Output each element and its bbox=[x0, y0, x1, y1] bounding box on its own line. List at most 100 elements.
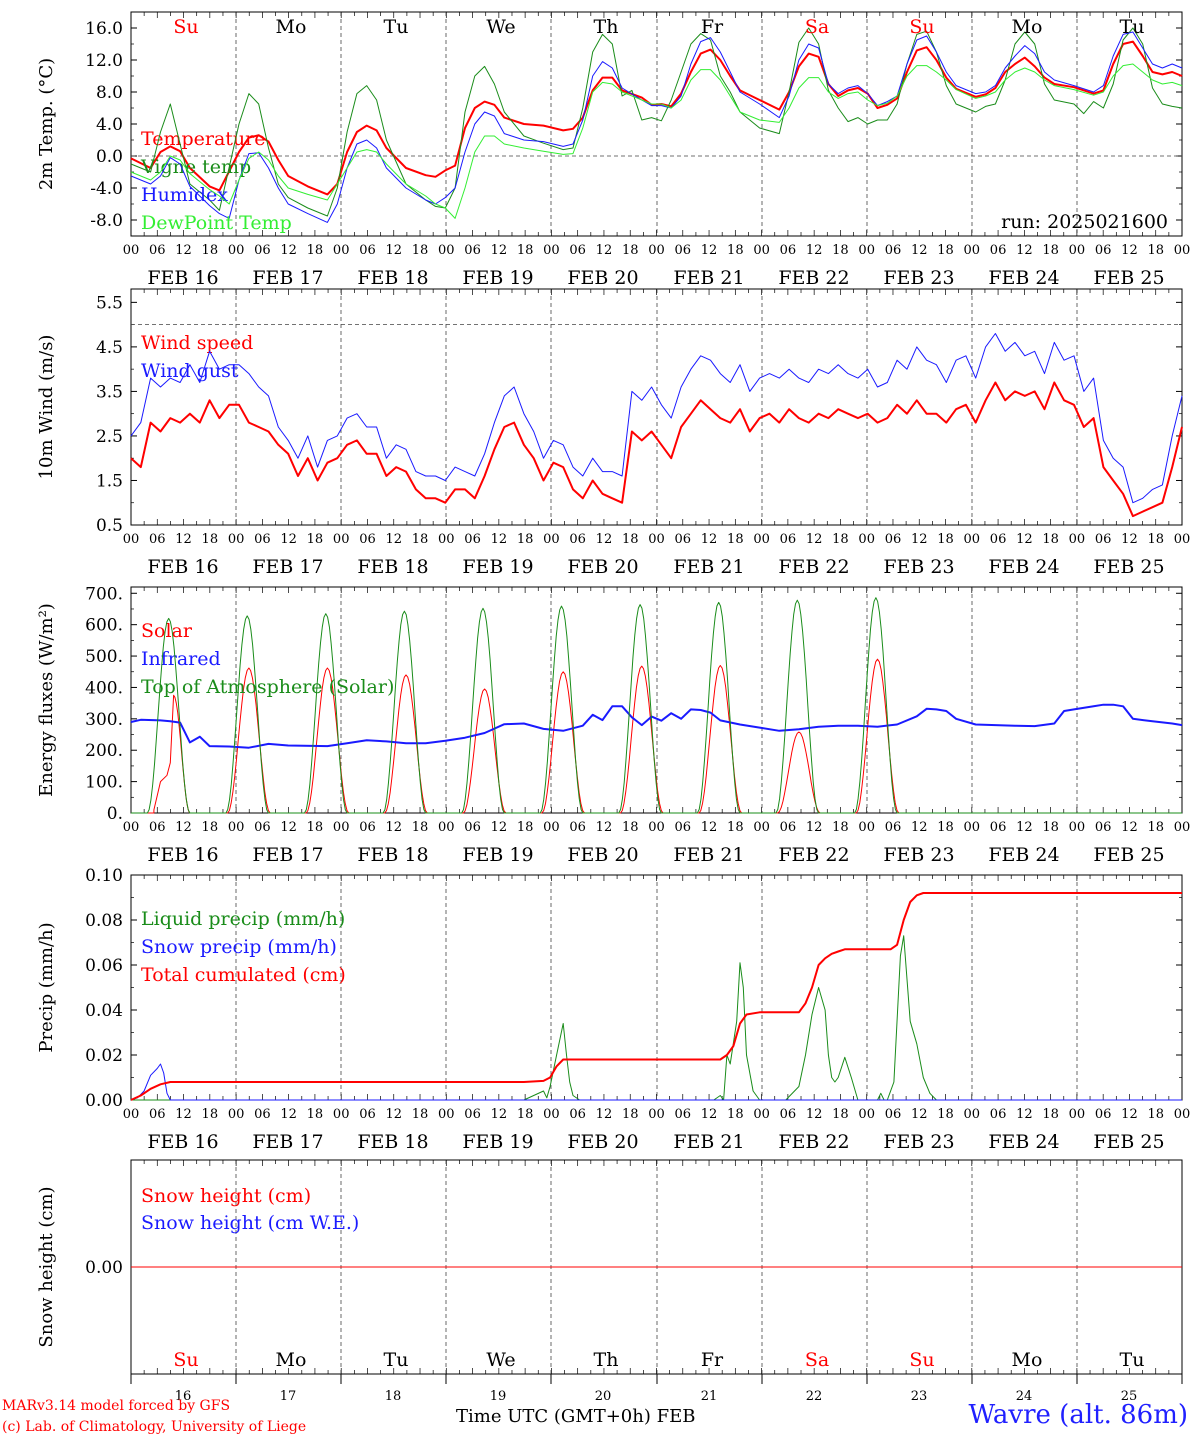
hour-tick-label: 18 bbox=[1042, 532, 1059, 547]
hour-tick-label: 12 bbox=[701, 820, 718, 835]
legend-entry: Wind speed bbox=[141, 332, 253, 354]
date-label: FEB 21 bbox=[673, 556, 744, 578]
hour-tick-label: 06 bbox=[464, 1107, 481, 1122]
hour-tick-label: 12 bbox=[596, 1107, 613, 1122]
y-tick-label: 16.0 bbox=[85, 19, 123, 39]
date-label: FEB 16 bbox=[147, 1131, 218, 1153]
series-line-liquid-precip-mm-h- bbox=[131, 935, 1182, 1101]
hour-tick-label: 12 bbox=[596, 532, 613, 547]
hour-tick-label: 00 bbox=[753, 820, 770, 835]
series-line-total-cumulated-cm- bbox=[130, 892, 1182, 1101]
hour-tick-label: 18 bbox=[1042, 243, 1059, 258]
y-tick-label: 2.5 bbox=[96, 427, 123, 447]
hour-tick-label: 06 bbox=[1095, 1107, 1112, 1122]
series-line-vigne-temp bbox=[130, 27, 1183, 217]
hour-tick-label: 06 bbox=[464, 243, 481, 258]
hour-tick-label: 12 bbox=[806, 820, 823, 835]
hour-tick-label: 18 bbox=[832, 532, 849, 547]
weekday-label: Sa bbox=[805, 16, 829, 38]
date-label: FEB 18 bbox=[357, 1131, 428, 1153]
y-tick-label: 4.5 bbox=[96, 338, 123, 358]
hour-tick-label: 12 bbox=[175, 820, 192, 835]
weekday-label: We bbox=[486, 16, 515, 38]
hour-tick-label: 18 bbox=[937, 820, 954, 835]
day-number-label: 23 bbox=[911, 1389, 928, 1404]
hour-tick-label: 00 bbox=[438, 532, 455, 547]
date-label: FEB 16 bbox=[147, 267, 218, 289]
hour-tick-label: 00 bbox=[543, 820, 560, 835]
hour-tick-label: 12 bbox=[280, 243, 297, 258]
hour-tick-label: 06 bbox=[464, 532, 481, 547]
x-axis-month: FEB bbox=[656, 1406, 696, 1427]
date-label: FEB 19 bbox=[462, 844, 533, 866]
date-label: FEB 24 bbox=[988, 1131, 1059, 1153]
hour-tick-label: 18 bbox=[1147, 1107, 1164, 1122]
date-label: FEB 21 bbox=[673, 267, 744, 289]
hour-tick-label: 12 bbox=[1121, 532, 1138, 547]
hour-tick-label: 06 bbox=[149, 243, 166, 258]
hour-tick-label: 18 bbox=[307, 820, 324, 835]
series-line-dewpoint-temp bbox=[130, 63, 1183, 219]
date-label: FEB 18 bbox=[357, 556, 428, 578]
hour-tick-label: 18 bbox=[202, 1107, 219, 1122]
hour-tick-label: 06 bbox=[359, 1107, 376, 1122]
hour-tick-label: 12 bbox=[1121, 243, 1138, 258]
date-label: FEB 25 bbox=[1093, 844, 1164, 866]
hour-tick-label: 00 bbox=[543, 243, 560, 258]
hour-tick-label: 00 bbox=[964, 1107, 981, 1122]
hour-tick-label: 18 bbox=[1042, 1107, 1059, 1122]
hour-tick-label: 18 bbox=[412, 532, 429, 547]
hour-tick-label: 06 bbox=[464, 820, 481, 835]
legend-entry: Solar bbox=[141, 620, 193, 642]
hour-tick-label: 18 bbox=[622, 1107, 639, 1122]
day-number-label: 22 bbox=[806, 1389, 823, 1404]
legend-entry: Infrared bbox=[141, 648, 221, 670]
hour-tick-label: 06 bbox=[675, 820, 692, 835]
model-credit: MARv3.14 model forced by GFS bbox=[2, 1398, 231, 1414]
day-number-label: 24 bbox=[1016, 1389, 1033, 1404]
date-label: FEB 24 bbox=[988, 556, 1059, 578]
legend-entry: Snow precip (mm/h) bbox=[141, 936, 337, 958]
hour-tick-label: 00 bbox=[858, 820, 875, 835]
hour-tick-label: 18 bbox=[307, 1107, 324, 1122]
date-label: FEB 16 bbox=[147, 556, 218, 578]
hour-tick-label: 12 bbox=[701, 1107, 718, 1122]
hour-tick-label: 12 bbox=[596, 820, 613, 835]
hour-tick-label: 12 bbox=[701, 243, 718, 258]
weekday-label: Fr bbox=[701, 16, 724, 38]
hour-tick-label: 18 bbox=[517, 1107, 534, 1122]
hour-tick-label: 00 bbox=[648, 820, 665, 835]
hour-tick-label: 12 bbox=[911, 532, 928, 547]
y-axis-label: Snow height (cm) bbox=[36, 1186, 57, 1347]
hour-tick-label: 00 bbox=[123, 820, 140, 835]
hour-tick-label: 00 bbox=[438, 820, 455, 835]
date-label: FEB 22 bbox=[778, 1131, 849, 1153]
weekday-label: We bbox=[486, 1349, 515, 1371]
hour-tick-label: 06 bbox=[990, 243, 1007, 258]
hour-tick-label: 00 bbox=[1069, 1107, 1086, 1122]
hour-tick-label: 06 bbox=[990, 1107, 1007, 1122]
hour-tick-label: 00 bbox=[1069, 820, 1086, 835]
hour-tick-label: 18 bbox=[307, 243, 324, 258]
series-line-top-of-atmosphere-solar- bbox=[131, 597, 1182, 814]
legend-entry: Humidex bbox=[141, 184, 228, 206]
date-label: FEB 25 bbox=[1093, 556, 1164, 578]
hour-tick-label: 18 bbox=[727, 532, 744, 547]
hour-tick-label: 18 bbox=[307, 532, 324, 547]
hour-tick-label: 00 bbox=[123, 243, 140, 258]
hour-tick-label: 12 bbox=[911, 1107, 928, 1122]
y-tick-label: 0.04 bbox=[85, 1001, 123, 1021]
hour-tick-label: 06 bbox=[149, 820, 166, 835]
y-tick-label: 500. bbox=[85, 647, 123, 667]
hour-tick-label: 18 bbox=[412, 1107, 429, 1122]
hour-tick-label: 18 bbox=[202, 243, 219, 258]
panel-precip: 0.10 0.08 0.06 0.04 0.02 0.00 Precip (mm/h) Liq… bbox=[36, 866, 1190, 1153]
hour-tick-label: 00 bbox=[1174, 1107, 1191, 1122]
hour-tick-label: 06 bbox=[885, 532, 902, 547]
weekday-label: Mo bbox=[1012, 1349, 1043, 1371]
hour-tick-label: 18 bbox=[832, 243, 849, 258]
hour-tick-label: 12 bbox=[806, 243, 823, 258]
date-label: FEB 20 bbox=[567, 1131, 638, 1153]
hour-tick-label: 00 bbox=[858, 243, 875, 258]
hour-tick-label: 00 bbox=[333, 1107, 350, 1122]
